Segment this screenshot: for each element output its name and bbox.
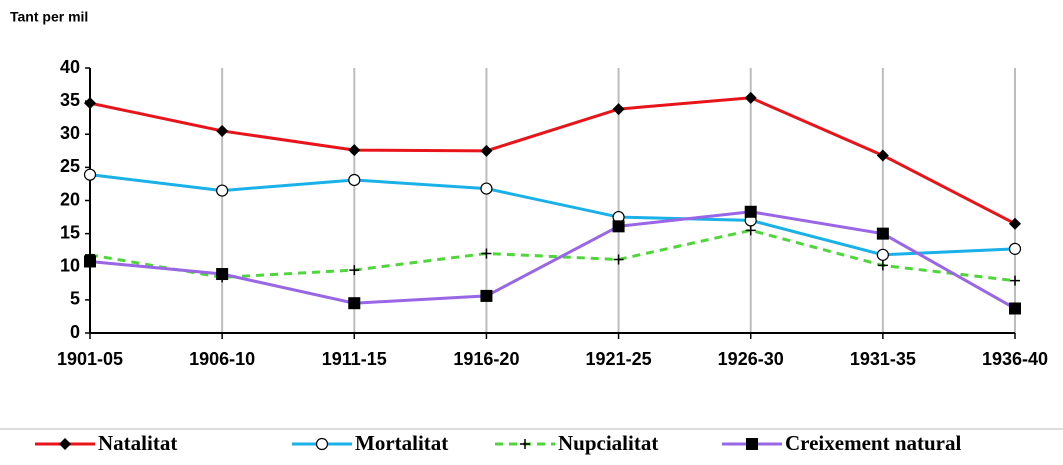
marker [1010,275,1020,286]
marker [348,144,361,157]
y-tick-label: 30 [60,123,80,143]
x-tick-label: 1916-20 [453,349,519,369]
marker [348,297,361,310]
x-tick-label: 1936-40 [982,349,1048,369]
marker [612,220,625,233]
marker [520,439,530,449]
marker [1009,302,1021,315]
y-tick-label: 0 [70,322,80,342]
y-tick-label: 40 [60,57,80,77]
y-tick-label: 35 [60,90,80,110]
x-tick-label: 1926-30 [718,349,784,369]
marker [84,97,96,110]
y-tick-label: 25 [60,156,80,176]
x-tick-label: 1931-35 [850,349,916,369]
y-tick-label: 10 [60,256,80,276]
marker [481,248,492,259]
y-tick-label: 15 [60,222,80,242]
legend-label: Creixement natural [785,431,961,455]
marker [84,255,96,268]
marker [480,144,493,157]
series-line [89,173,1016,257]
marker [876,248,889,261]
marker [216,268,229,281]
marker [480,182,493,195]
marker [216,184,229,197]
x-tick-label: 1921-25 [586,349,652,369]
marker [1008,242,1022,255]
legend-label: Mortalitat [355,431,448,455]
y-tick-label: 20 [60,189,80,209]
y-tick-label: 5 [70,289,80,309]
marker [83,168,97,181]
chart-title: Tant per mil [10,9,88,25]
marker [348,173,361,187]
x-tick-label: 1906-10 [189,349,255,369]
marker [613,254,624,265]
marker [315,437,329,451]
x-tick-label: 1901-05 [57,349,123,369]
x-tick-label: 1911-15 [322,349,387,369]
marker [876,149,889,162]
series-line [89,228,1016,283]
marker [876,227,889,240]
marker [216,124,229,137]
marker [744,205,757,218]
marker [745,225,756,236]
legend-label: Natalitat [98,431,177,455]
legend-label: Nupcialitat [558,431,658,455]
marker [612,103,625,116]
marker [1009,217,1021,230]
series-line [89,96,1016,226]
marker [349,265,360,276]
series-line [89,210,1016,310]
marker [744,91,757,104]
marker [480,289,493,302]
marker [746,438,758,450]
marker [59,438,71,450]
marker [877,260,888,271]
